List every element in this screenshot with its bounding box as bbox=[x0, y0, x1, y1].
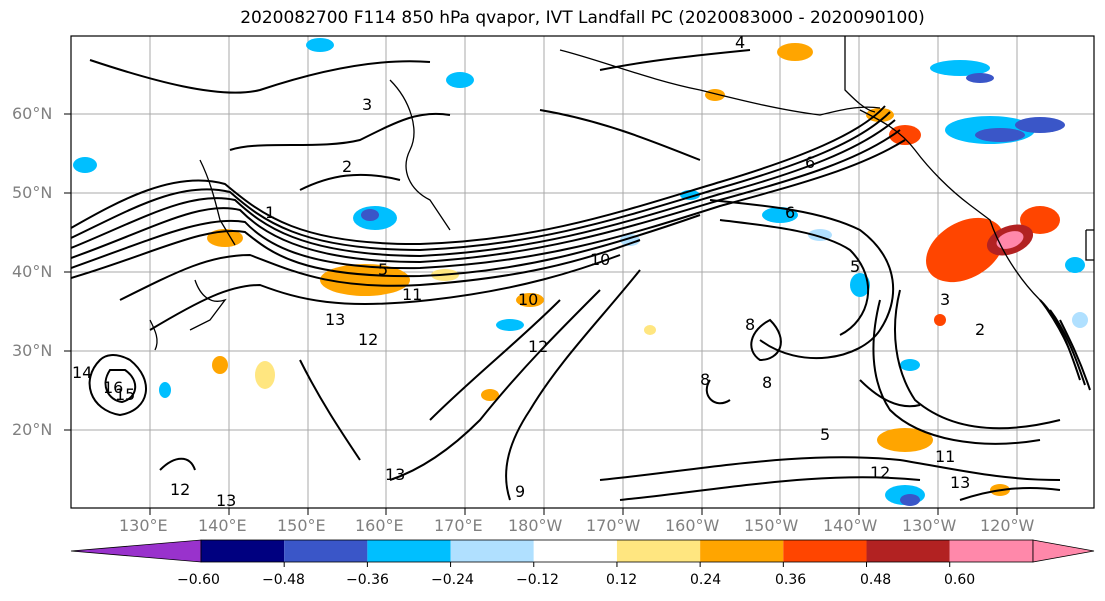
contour-label: 14 bbox=[72, 363, 92, 382]
longitude-label: 170°W bbox=[586, 516, 641, 535]
contour-label: 5 bbox=[820, 425, 830, 444]
colorbar-extend-low bbox=[70, 539, 202, 563]
contour-label: 12 bbox=[170, 480, 190, 499]
map-plot: 4 3 2 1 5 6 5 10 11 13 12 10 12 8 16 15 … bbox=[64, 33, 1095, 515]
contour-label: 13 bbox=[950, 473, 970, 492]
contour-label: 6 bbox=[805, 153, 815, 172]
contour-label: 15 bbox=[115, 385, 135, 404]
contour-label: 9 bbox=[515, 482, 525, 501]
longitude-label: 130°E bbox=[119, 516, 168, 535]
contour-label: 11 bbox=[935, 447, 955, 466]
colorbar-cell bbox=[783, 540, 867, 562]
ivt-contours bbox=[71, 49, 1091, 501]
colorbar-ticks bbox=[283, 562, 951, 567]
shade-red-band bbox=[889, 125, 1060, 326]
colorbar-cell bbox=[367, 540, 451, 562]
shade-blue-band bbox=[361, 73, 1065, 506]
colorbar-cell bbox=[450, 540, 534, 562]
contour-label: 8 bbox=[745, 315, 755, 334]
colorbar-label: −0.48 bbox=[262, 572, 305, 588]
contour-label: 8 bbox=[762, 373, 772, 392]
longitude-label: 120°W bbox=[980, 516, 1035, 535]
contour-label: 4 bbox=[735, 33, 745, 52]
longitude-label: 150°W bbox=[744, 516, 799, 535]
colorbar-extend-high bbox=[1032, 539, 1095, 563]
colorbar-label: 0.48 bbox=[860, 572, 892, 588]
contour-label: 6 bbox=[785, 203, 795, 222]
longitude-label: 180°W bbox=[508, 516, 563, 535]
latitude-label: 20°N bbox=[12, 420, 53, 439]
contour-label: 10 bbox=[590, 250, 610, 269]
contour-label: 13 bbox=[216, 491, 236, 510]
contour-label: 12 bbox=[870, 463, 890, 482]
contour-label: 2 bbox=[975, 320, 985, 339]
colorbar bbox=[70, 539, 1095, 567]
contour-label: 12 bbox=[358, 330, 378, 349]
colorbar-cell bbox=[284, 540, 368, 562]
contour-labels: 4 3 2 1 5 6 5 10 11 13 12 10 12 8 16 15 … bbox=[72, 33, 985, 510]
colorbar-cell bbox=[616, 540, 701, 562]
contour-label: 13 bbox=[385, 465, 405, 484]
colorbar-cells bbox=[70, 539, 1095, 563]
colorbar-label: 0.36 bbox=[775, 572, 807, 588]
latitude-label: 30°N bbox=[12, 341, 53, 360]
colorbar-cell bbox=[866, 540, 950, 562]
colorbar-label: −0.24 bbox=[431, 572, 474, 588]
longitude-label: 130°W bbox=[902, 516, 957, 535]
colorbar-label: 0.24 bbox=[690, 572, 722, 588]
shaded-anomalies bbox=[73, 38, 1088, 506]
contour-label: 10 bbox=[518, 290, 538, 309]
contour-label: 3 bbox=[362, 95, 372, 114]
colorbar-cell bbox=[949, 540, 1033, 562]
contour-label: 5 bbox=[850, 257, 860, 276]
contour-label: 12 bbox=[528, 337, 548, 356]
colorbar-label: 0.12 bbox=[606, 572, 638, 588]
figure-title: 2020082700 F114 850 hPa qvapor, IVT Land… bbox=[240, 8, 925, 28]
contour-label: 3 bbox=[940, 290, 950, 309]
contour-label: 13 bbox=[325, 310, 345, 329]
longitude-label: 170°E bbox=[434, 516, 483, 535]
colorbar-label: −0.36 bbox=[346, 572, 389, 588]
contour-label: 5 bbox=[378, 260, 388, 279]
contour-label: 8 bbox=[700, 370, 710, 389]
longitude-label: 140°W bbox=[823, 516, 878, 535]
latitude-label: 50°N bbox=[12, 183, 53, 202]
colorbar-label: 0.60 bbox=[944, 572, 976, 588]
latitude-label: 60°N bbox=[12, 104, 53, 123]
colorbar-cell bbox=[700, 540, 784, 562]
colorbar-cell bbox=[201, 540, 285, 562]
colorbar-cell bbox=[533, 540, 617, 562]
gridlines bbox=[71, 36, 1094, 508]
axis-ticks bbox=[64, 113, 1018, 515]
colorbar-label: −0.60 bbox=[177, 572, 220, 588]
colorbar-label: −0.12 bbox=[516, 572, 559, 588]
contour-label: 11 bbox=[402, 285, 422, 304]
shade-pink-band bbox=[996, 231, 1024, 249]
longitude-label: 160°W bbox=[665, 516, 720, 535]
contour-label: 2 bbox=[342, 157, 352, 176]
coastlines bbox=[149, 36, 1094, 381]
latitude-label: 40°N bbox=[12, 262, 53, 281]
contour-label: 16 bbox=[103, 378, 123, 397]
contour-label: 1 bbox=[265, 203, 275, 222]
longitude-label: 160°E bbox=[355, 516, 404, 535]
longitude-label: 150°E bbox=[277, 516, 326, 535]
longitude-label: 140°E bbox=[198, 516, 247, 535]
